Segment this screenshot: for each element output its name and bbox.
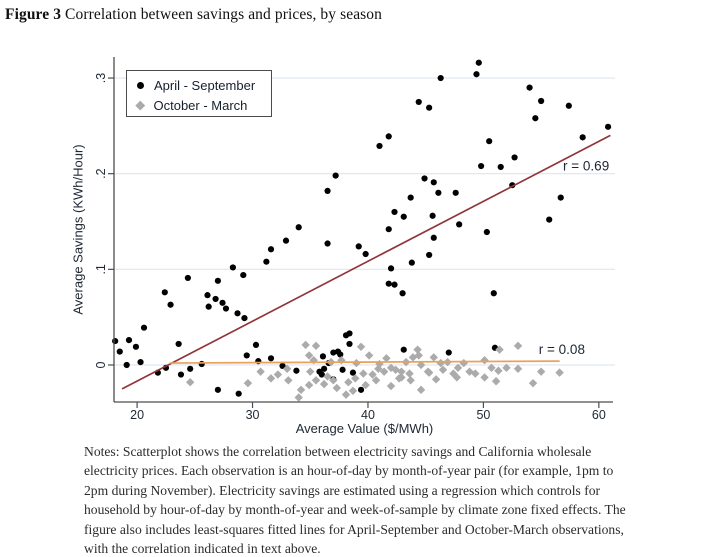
x-tick-label: 50 [476,408,490,422]
correlation-label: r = 0.69 [563,159,609,174]
diamond-marker-icon [135,100,145,110]
y-axis: 0 .1 .2 .3 Average Savings (KWh/Hour) [71,57,115,402]
figure-number: Figure 3 [5,6,62,23]
x-tick-label: 30 [246,408,260,422]
x-axis-title: Average Value ($/MWh) [296,421,434,436]
legend-item-april-september: April - September [137,75,271,95]
figure-caption: Correlation between savings and prices, … [61,6,383,23]
circle-marker-icon [137,81,144,89]
x-tick-label: 60 [592,408,606,422]
y-axis-title: Average Savings (KWh/Hour) [71,144,86,314]
y-tick-label: .2 [94,168,108,178]
figure-title: Figure 3 Correlation between savings and… [5,6,382,24]
gridlines [114,77,615,366]
legend-item-october-march: October - March [135,95,271,115]
y-tick-label: .3 [94,73,108,83]
legend-label-october-march: October - March [153,97,248,113]
series-april-september [112,59,612,397]
figure-notes: Notes: Scatterplot shows the correlation… [84,444,626,557]
legend-label-april-september: April - September [154,77,256,93]
correlation-label: r = 0.08 [539,342,585,357]
x-tick-label: 20 [130,408,144,422]
legend: April - September October - March [126,70,272,117]
fit-line-april-september: r = 0.69 [121,134,611,390]
series-october-march [185,340,564,402]
x-axis: 20 30 40 50 60 Average Value ($/MWh) [114,401,613,436]
y-tick-label: .1 [94,264,108,274]
y-tick-label: 0 [94,361,108,368]
x-tick-label: 40 [361,408,375,422]
fit-line-october-march: r = 0.08 [169,342,585,364]
